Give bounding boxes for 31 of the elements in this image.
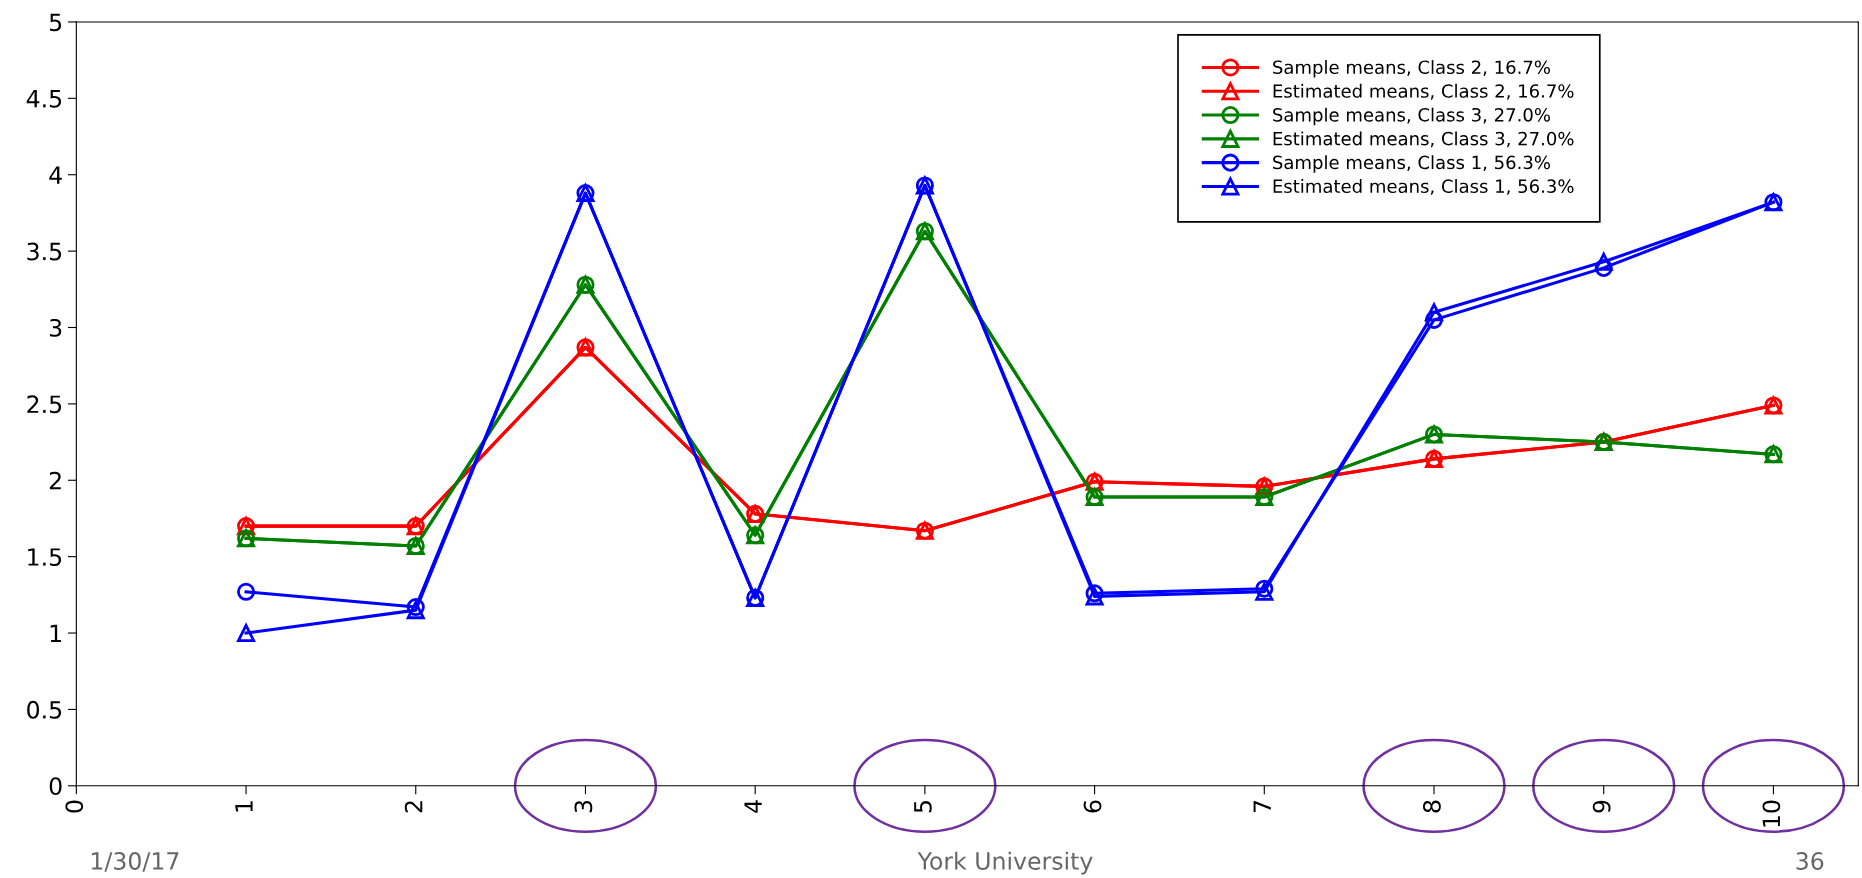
y-tick-label: 1.5 (28, 548, 62, 566)
y-tick-label: 2 (49, 471, 61, 490)
x-tick-label: 8 (1423, 800, 1441, 813)
text: 1/30/17 (91, 852, 179, 872)
legend-label: Sample means, Class 2, 16.7% (1273, 60, 1550, 78)
x-tick-label: 7 (1253, 801, 1271, 813)
x-tick-label: 3 (574, 800, 593, 813)
text: 36 (1796, 852, 1824, 870)
x-tick-label: 9 (1592, 800, 1611, 813)
legend-label: Sample means, Class 3, 27.0% (1273, 107, 1550, 126)
y-tick-label: 3.5 (27, 242, 62, 261)
x-tick-label: 4 (744, 800, 762, 813)
x-tick-label: 0 (65, 800, 84, 813)
x-tick-label: 5 (914, 801, 932, 813)
legend-label: Estimated means, Class 3, 27.0% (1273, 131, 1574, 148)
x-tick-label: 1 (235, 801, 253, 812)
y-tick-label: 2.5 (27, 395, 62, 414)
y-tick-label: 5 (49, 13, 62, 32)
x-tick-label: 2 (404, 801, 423, 813)
x-tick-label: 6 (1083, 800, 1102, 813)
legend-label: Estimated means, Class 2, 16.7% (1273, 83, 1574, 100)
y-tick-label: 3 (49, 318, 62, 337)
legend-label: Estimated means, Class 1, 56.3% (1273, 179, 1574, 195)
x-tick-label: 10 (1762, 800, 1781, 827)
y-tick-label: 1 (50, 624, 61, 643)
y-tick-label: 0 (49, 777, 62, 796)
y-tick-label: 4.5 (26, 90, 62, 108)
legend-label: Sample means, Class 1, 56.3% (1273, 155, 1550, 173)
y-tick-label: 4 (49, 166, 62, 184)
text: York University (917, 851, 1093, 875)
y-tick-label: 0.5 (27, 700, 62, 719)
